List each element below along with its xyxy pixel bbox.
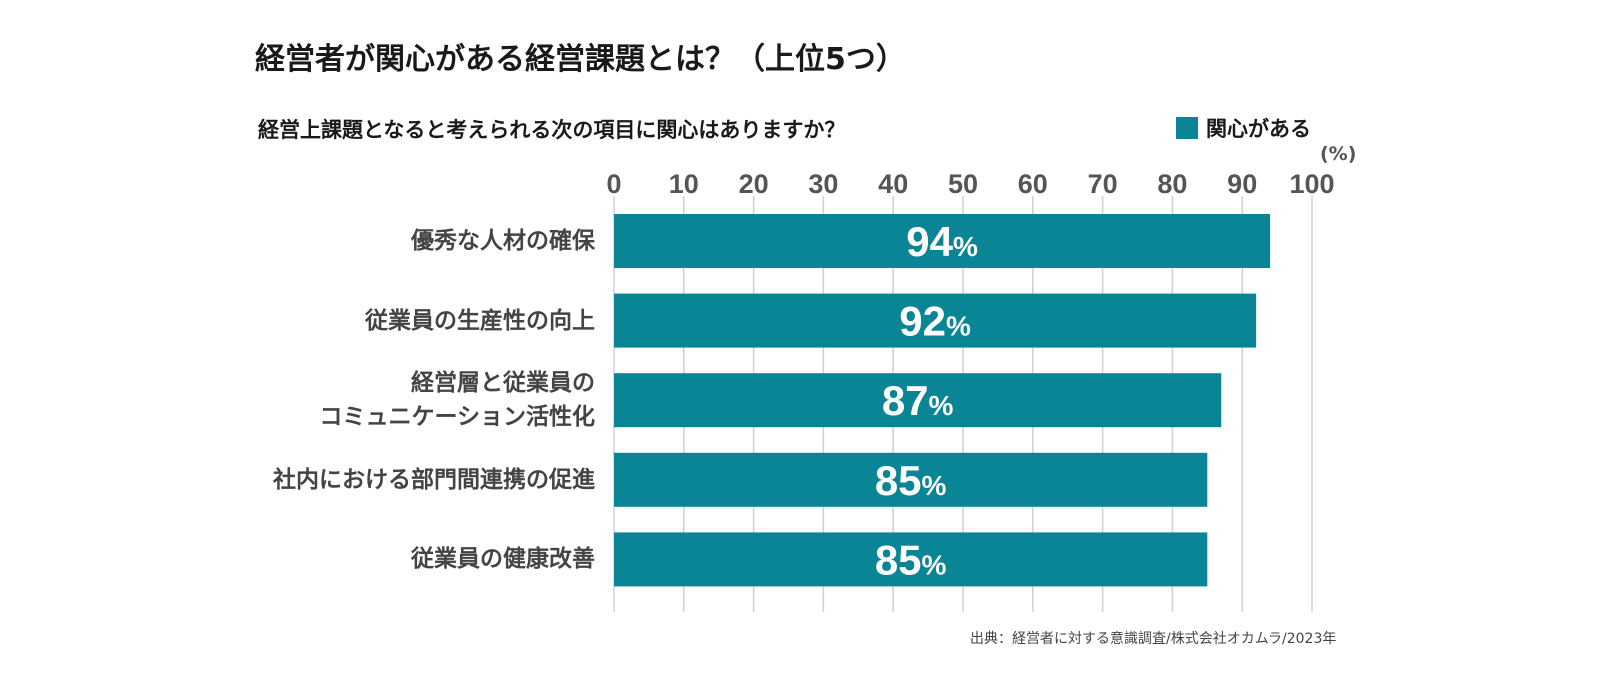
- category-label-line: 従業員の生産性の向上: [365, 307, 595, 334]
- bar: [614, 532, 1208, 587]
- x-tick-label: 90: [1227, 169, 1257, 199]
- survey-question: 経営上課題となると考えられる次の項目に関心はありますか？: [258, 118, 846, 142]
- category-label-line: 社内における部門間連携の促進: [273, 466, 595, 493]
- x-tick-label: 40: [878, 169, 908, 199]
- source-note: 出典：経営者に対する意識調査/株式会社オカムラ/2023年: [970, 631, 1337, 647]
- x-tick-label: 0: [606, 169, 621, 199]
- chart-title: 経営者が関心がある経営課題とは？（上位5つ）: [255, 42, 906, 77]
- category-label-line: 経営層と従業員の: [411, 370, 595, 397]
- category-label: 優秀な人材の確保: [411, 224, 595, 258]
- bar: [614, 452, 1208, 507]
- x-tick-label: 100: [1289, 169, 1334, 199]
- category-label: 従業員の健康改善: [411, 542, 595, 576]
- axis-unit-label: (%): [1320, 143, 1357, 165]
- category-label: 従業員の生産性の向上: [365, 304, 595, 338]
- x-tick-label: 60: [1018, 169, 1048, 199]
- x-tick-label: 80: [1157, 169, 1187, 199]
- category-label-line: 従業員の健康改善: [411, 546, 595, 573]
- bar-data-label: 85%: [875, 457, 947, 504]
- x-tick-label: 70: [1088, 169, 1118, 199]
- x-tick-label: 10: [669, 169, 699, 199]
- bar-data-label: 94%: [906, 218, 978, 265]
- legend: 関心がある: [1176, 113, 1311, 143]
- category-label-line: コミュニケーション活性化: [319, 404, 595, 431]
- category-label-line: 優秀な人材の確保: [411, 228, 595, 254]
- x-tick-label: 30: [808, 169, 838, 199]
- x-tick-label: 50: [948, 169, 978, 199]
- bar: [614, 293, 1257, 348]
- x-tick-label: 20: [739, 169, 769, 199]
- bar: [614, 373, 1222, 428]
- bar: [614, 214, 1271, 268]
- legend-label: 関心がある: [1206, 117, 1311, 141]
- bar-data-label: 85%: [875, 536, 947, 583]
- bar-data-label: 87%: [882, 377, 954, 424]
- category-label: 社内における部門間連携の促進: [273, 463, 595, 497]
- category-label: 経営層と従業員のコミュニケーション活性化: [319, 366, 595, 434]
- legend-swatch: [1176, 117, 1198, 139]
- bar-data-label: 92%: [899, 298, 971, 345]
